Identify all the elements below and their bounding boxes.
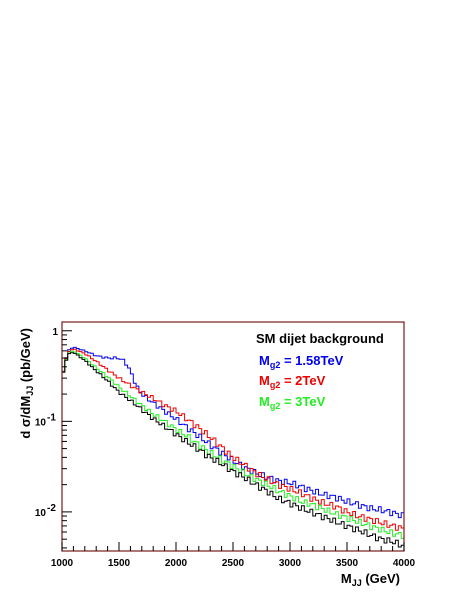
series-black-line (62, 352, 404, 548)
x-tick-label: 1000 (51, 558, 74, 569)
y-tick-label-exponent: -2 (47, 503, 56, 514)
series-green-line (62, 350, 404, 539)
x-axis-title: MJJ (GeV) (341, 571, 400, 588)
legend-entry-red: Mg2 = 2TeV (259, 373, 326, 390)
y-tick-label-exponent: -1 (47, 412, 56, 423)
series-red-line (62, 348, 404, 531)
y-tick-label: 10 (35, 417, 47, 428)
x-tick-label: 3000 (279, 558, 302, 569)
series-layer (62, 346, 404, 548)
legend-title: SM dijet background (256, 331, 384, 346)
x-tick-label: 4000 (393, 558, 416, 569)
legend-entry-blue: Mg2 = 1.58TeV (259, 353, 344, 370)
y-tick-labels: 110-110-2 (35, 327, 59, 519)
y-tick-label: 1 (52, 327, 58, 338)
x-tick-label: 3500 (336, 558, 359, 569)
legend-entry-green: Mg2 = 3TeV (259, 394, 326, 411)
x-tick-label: 1500 (108, 558, 131, 569)
x-tick-label: 2000 (165, 558, 188, 569)
y-axis-title: d σ/dMJJ (pb/GeV) (18, 328, 35, 439)
legend: SM dijet background Mg2 = 1.58TeV Mg2 = … (256, 331, 384, 411)
x-tick-label: 2500 (222, 558, 245, 569)
y-tick-label: 10 (35, 508, 47, 519)
x-tick-labels: 1000 1500 2000 2500 3000 3500 4000 (51, 558, 416, 569)
axes-layer (61, 330, 405, 551)
